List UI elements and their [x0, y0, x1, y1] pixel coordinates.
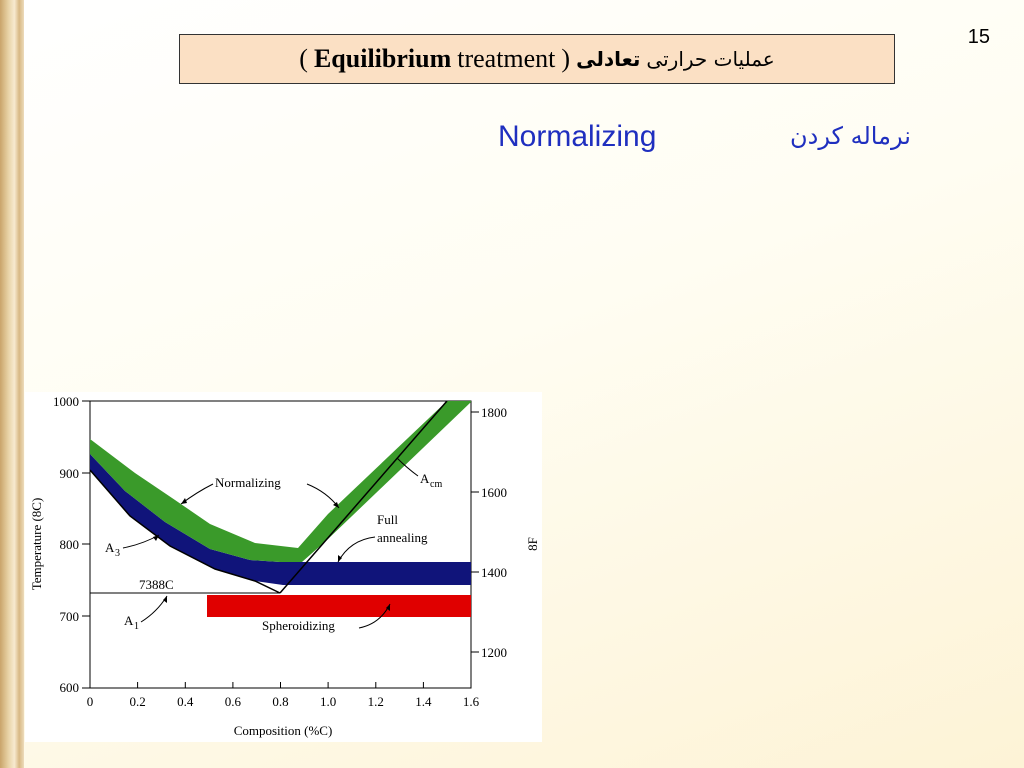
normalizing-arrowhead-right [333, 502, 339, 508]
full-annealing-label-line2: annealing [377, 530, 428, 545]
right-tick-marks [471, 411, 479, 653]
spheroidizing-band [207, 595, 471, 617]
full-annealing-arrow [337, 536, 376, 563]
y-right-tick-1800: 1800 [481, 405, 507, 420]
full-annealing-arrowhead [338, 555, 342, 562]
x-tick-0.4: 0.4 [177, 694, 194, 709]
full-annealing-band [90, 454, 471, 585]
a1-arrowhead [163, 596, 167, 603]
acm-label: A [420, 471, 430, 486]
y-tick-1000: 1000 [53, 394, 79, 409]
title-persian-bold: تعادلی [576, 47, 641, 71]
acm-line [279, 400, 448, 594]
full-annealing-label-line1: Full [377, 512, 398, 527]
y-axis-right-label: 8F [525, 537, 540, 551]
a3-subscript: 3 [115, 548, 120, 559]
x-tick-0: 0 [87, 694, 94, 709]
acm-arrow [396, 457, 419, 477]
title-open-paren: ( [299, 44, 308, 73]
title-close-paren: ) [561, 44, 571, 73]
a3-line [89, 469, 281, 594]
x-tick-0.8: 0.8 [272, 694, 288, 709]
y-tick-600: 600 [60, 680, 80, 695]
phase-diagram-figure: 1000 900 800 700 600 1800 1600 1400 1200 [25, 392, 542, 742]
spheroidizing-label: Spheroidizing [262, 618, 335, 633]
y-axis-label: Temperature (8C) [29, 498, 44, 591]
x-tick-0.2: 0.2 [129, 694, 145, 709]
y-right-tick-1200: 1200 [481, 645, 507, 660]
x-tick-1.2: 1.2 [368, 694, 384, 709]
slide-title: (Equilibrium treatment) تعادلی عملیات حر… [179, 34, 895, 84]
x-tick-1.6: 1.6 [463, 694, 480, 709]
title-persian: عملیات حرارتی [646, 47, 775, 71]
x-tick-1.4: 1.4 [415, 694, 432, 709]
subtitle-english: Normalizing [498, 120, 657, 153]
x-tick-1.0: 1.0 [320, 694, 336, 709]
eutectoid-temperature-label: 7388C [139, 577, 174, 592]
y-right-tick-1400: 1400 [481, 565, 507, 580]
normalizing-band [90, 401, 471, 562]
subtitle-persian: نرماله کردن [790, 122, 911, 150]
a1-subscript: 1 [134, 621, 139, 632]
a1-label: A [124, 613, 134, 628]
x-tick-marks [89, 682, 472, 688]
normalizing-arrowhead-left [181, 498, 187, 504]
y-tick-700: 700 [60, 609, 80, 624]
x-axis-label: Composition (%C) [234, 723, 333, 738]
left-tick-marks [82, 400, 90, 689]
a3-label: A [105, 540, 115, 555]
y-tick-800: 800 [60, 537, 80, 552]
title-regular-text: treatment [457, 44, 556, 73]
x-tick-0.6: 0.6 [225, 694, 242, 709]
y-right-tick-1600: 1600 [481, 485, 507, 500]
acm-subscript: cm [430, 479, 442, 490]
title-bold-text: Equilibrium [313, 44, 452, 73]
slide-number: 15 [967, 26, 990, 48]
spheroidizing-arrowhead [386, 604, 390, 611]
left-decorative-stripe [0, 0, 24, 768]
phase-diagram-svg: 1000 900 800 700 600 1800 1600 1400 1200 [29, 394, 540, 738]
a3-arrowhead [153, 535, 159, 541]
y-tick-900: 900 [60, 466, 80, 481]
normalizing-label: Normalizing [215, 475, 281, 490]
